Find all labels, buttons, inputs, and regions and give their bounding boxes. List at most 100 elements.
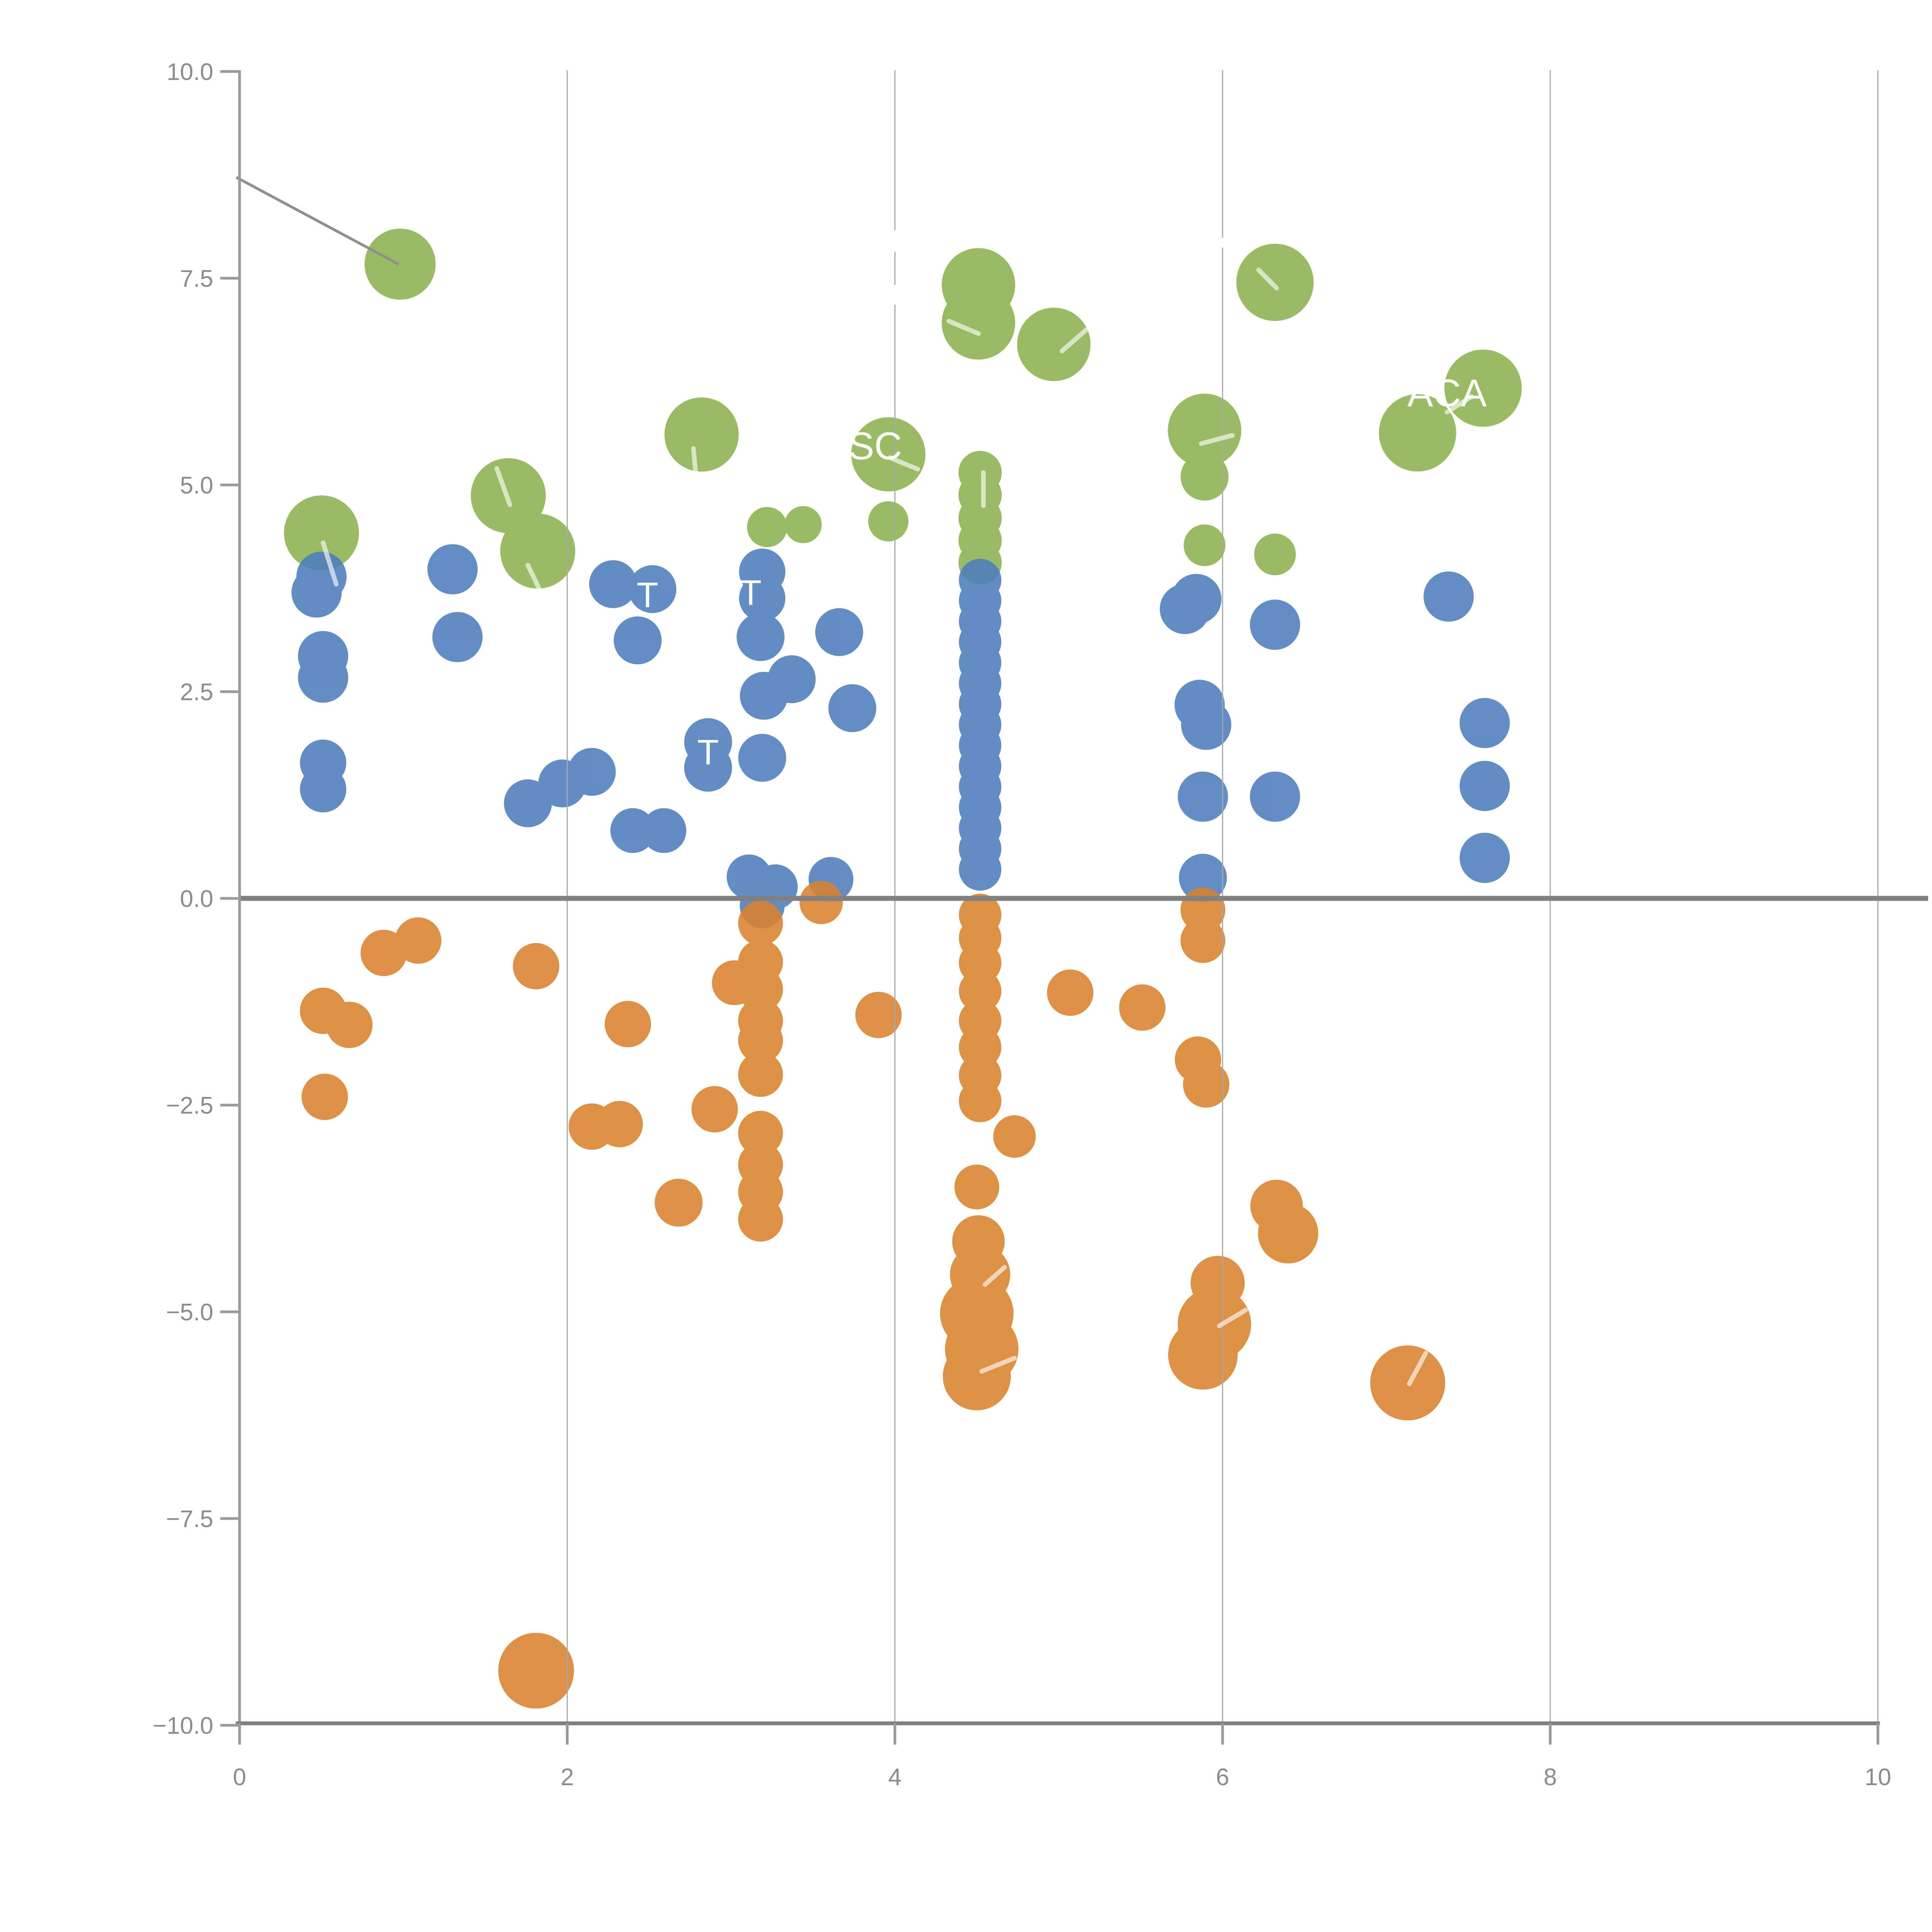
data-point-blue [300, 766, 347, 813]
bubble-leader-line-6 [946, 319, 981, 336]
data-point-orange [738, 967, 783, 1012]
bubble-leader-line-13 [979, 1355, 1017, 1374]
y-tick-label: 10.0 [167, 59, 213, 85]
y-tick-label: −10.0 [153, 1713, 213, 1739]
data-point-blue [739, 575, 786, 622]
data-point-blue [815, 608, 863, 656]
data-point-orange [301, 1073, 348, 1120]
y-tick-label: 0.0 [180, 886, 213, 912]
x-tick-label: 4 [888, 1764, 901, 1791]
data-point-blue [828, 684, 876, 732]
bubble-leader-line-14 [1217, 1308, 1248, 1328]
leader-lines-layer [321, 267, 1474, 1386]
data-point-green [500, 514, 575, 589]
data-point-orange [691, 1086, 738, 1133]
data-point-orange [738, 1111, 783, 1156]
data-point-orange [1047, 969, 1094, 1016]
data-point-blue [684, 743, 732, 792]
data-point-blue [427, 544, 478, 595]
data-point-green [664, 397, 739, 472]
bubble-labels-layer: ACA SC T T T [637, 372, 1487, 772]
bubble-label: T [697, 733, 719, 772]
data-point-blue [1179, 854, 1227, 902]
data-point-green [747, 507, 787, 548]
data-point-blue [1459, 761, 1510, 811]
bubble-label: T [637, 576, 658, 615]
data-point-green [942, 286, 1015, 360]
series-green [284, 228, 1522, 589]
data-points-layer [284, 228, 1522, 1709]
y-tick-label: 7.5 [180, 265, 213, 292]
bubble-leader-line-1 [494, 466, 512, 507]
data-point-blue [1459, 833, 1510, 883]
data-point-blue [1178, 771, 1228, 822]
data-point-green [1017, 308, 1091, 381]
data-point-green [1379, 394, 1456, 472]
series-orange [300, 881, 1446, 1709]
data-point-green [284, 495, 359, 571]
bubble-label: ACA [1407, 372, 1487, 415]
data-point-orange [655, 1179, 703, 1227]
data-point-orange [993, 1115, 1036, 1158]
annotation-pointer-line [235, 176, 399, 265]
y-tick-label: 5.0 [180, 472, 213, 499]
data-point-orange [738, 1052, 783, 1097]
data-point-orange [498, 1633, 574, 1709]
y-tick-label: −5.0 [166, 1299, 213, 1326]
data-point-orange [513, 943, 560, 990]
bubble-label: SC [849, 425, 902, 468]
data-point-orange [604, 1001, 651, 1048]
data-point-orange [738, 1197, 783, 1242]
x-tick-label: 8 [1544, 1764, 1557, 1791]
gridlines-layer [240, 70, 1928, 1723]
data-point-orange [959, 969, 1002, 1012]
data-point-blue [614, 616, 662, 665]
data-point-green [364, 228, 436, 300]
data-point-orange [738, 1018, 783, 1063]
data-point-orange [1180, 918, 1226, 963]
data-point-orange [1168, 1320, 1238, 1390]
data-point-green [784, 506, 822, 543]
data-point-green [1254, 533, 1296, 575]
data-point-orange [395, 917, 442, 964]
y-tick-label: 2.5 [180, 679, 213, 706]
data-point-orange [1258, 1203, 1318, 1264]
data-point-green [1444, 349, 1522, 427]
data-point-orange [855, 992, 902, 1038]
data-point-green [1236, 243, 1314, 321]
bubble-leader-line-4 [888, 455, 920, 472]
x-tick-label: 0 [233, 1764, 246, 1791]
data-point-orange [943, 1342, 1011, 1410]
y-tick-label: −2.5 [166, 1092, 213, 1119]
bubble-leader-line-10 [1444, 394, 1474, 415]
data-point-orange [959, 1080, 1002, 1122]
data-point-blue [736, 613, 785, 661]
series-blue [291, 544, 1510, 929]
data-point-green [1184, 524, 1226, 566]
data-point-blue [1181, 699, 1231, 750]
data-point-blue [291, 567, 342, 618]
bubble-leader-line-8 [1199, 433, 1235, 446]
bubble-leader-line-2 [526, 563, 542, 592]
x-tick-label: 10 [1865, 1764, 1891, 1791]
data-point-orange [596, 1101, 643, 1148]
data-point-blue [1250, 599, 1300, 650]
data-point-blue [740, 672, 788, 720]
x-tick-label: 2 [561, 1764, 574, 1791]
bubble-leader-line-3 [691, 446, 699, 486]
data-point-blue [610, 808, 655, 853]
bubble-label: T [740, 573, 762, 612]
data-point-green [1180, 452, 1229, 501]
data-point-orange [738, 901, 783, 946]
x-tick-label: 6 [1216, 1764, 1229, 1791]
data-point-blue [1160, 584, 1210, 634]
data-point-orange [799, 881, 843, 924]
data-point-blue [641, 808, 687, 853]
bubble-leader-line-9 [1256, 267, 1279, 291]
bubble-leader-line-12 [983, 1265, 1007, 1287]
data-point-blue [1250, 771, 1300, 822]
y-tick-label: −7.5 [166, 1506, 213, 1532]
data-point-blue [1459, 698, 1510, 748]
bubble-leader-line-11 [1405, 513, 1413, 582]
